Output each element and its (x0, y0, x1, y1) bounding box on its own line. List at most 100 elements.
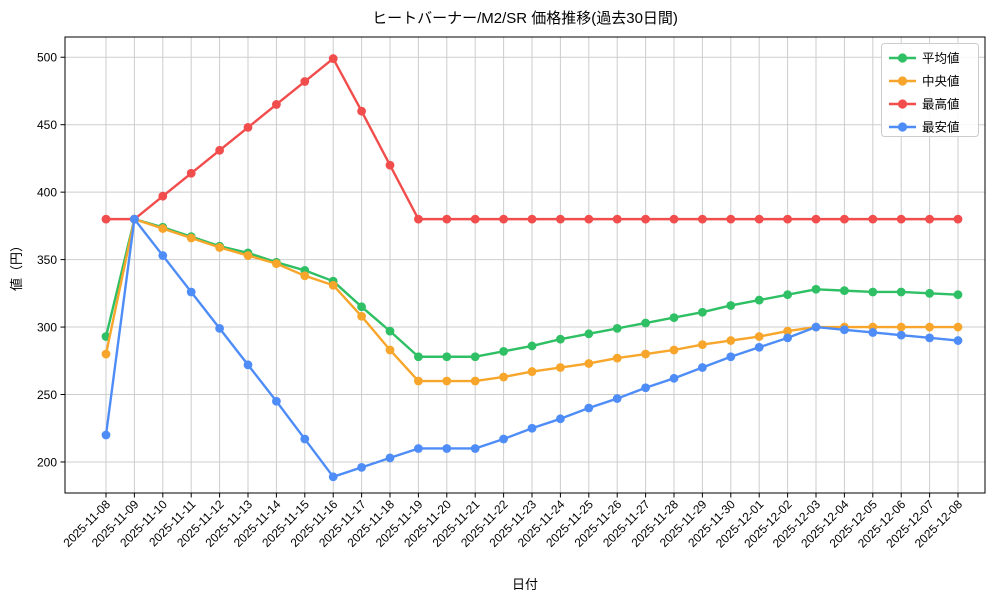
data-point-average (726, 301, 736, 310)
data-point-lowest (669, 373, 679, 383)
data-point-average (698, 307, 707, 317)
data-point-highest (698, 214, 707, 224)
data-point-average (385, 326, 395, 336)
chart-series (101, 54, 963, 482)
data-point-highest (158, 191, 168, 201)
y-tick-label: 500 (37, 51, 57, 65)
data-point-highest (783, 214, 792, 224)
data-point-lowest (328, 472, 338, 482)
data-point-lowest (300, 434, 310, 444)
data-point-highest (726, 214, 736, 224)
data-point-average (811, 284, 821, 294)
data-point-lowest (186, 287, 196, 297)
plot-border (64, 36, 986, 494)
data-point-median (499, 372, 508, 382)
data-point-average (754, 295, 764, 305)
data-point-highest (300, 77, 310, 86)
data-point-median (357, 311, 366, 321)
data-point-highest (612, 214, 622, 224)
data-point-lowest (385, 453, 395, 463)
chart-grid (65, 37, 985, 493)
data-point-lowest (130, 214, 139, 224)
y-tick-label: 450 (37, 118, 57, 132)
data-point-average (527, 341, 537, 351)
data-point-lowest (584, 403, 594, 413)
y-tick-labels: 200 250 300 350 400 450 500 (37, 51, 57, 470)
legend-marker (897, 122, 908, 132)
data-point-lowest (953, 336, 963, 345)
data-point-median (527, 367, 537, 376)
data-point-lowest (272, 396, 281, 406)
data-point-lowest (868, 328, 878, 337)
data-point-average (470, 352, 480, 362)
data-point-average (612, 324, 622, 333)
data-point-average (783, 290, 792, 300)
data-point-median (414, 376, 423, 386)
data-point-median (442, 376, 452, 386)
data-point-lowest (414, 444, 423, 453)
legend-label-median: 中央値 (922, 74, 960, 89)
data-point-median (328, 280, 338, 290)
data-point-highest (754, 214, 764, 224)
data-point-highest (499, 214, 508, 224)
data-point-median (584, 359, 594, 368)
data-point-lowest (641, 383, 650, 393)
data-point-median (300, 271, 310, 281)
legend-marker (897, 53, 908, 63)
data-point-highest (584, 214, 594, 224)
series-highest (101, 54, 963, 224)
data-point-median (754, 332, 764, 341)
data-point-average (840, 286, 849, 296)
legend-label-lowest: 最安値 (922, 120, 960, 135)
data-point-average (499, 346, 508, 356)
legend-box (881, 43, 979, 137)
y-tick-label: 400 (37, 186, 57, 200)
data-point-lowest (101, 430, 111, 440)
legend-label-average: 平均値 (922, 51, 960, 66)
data-point-lowest (527, 423, 537, 433)
data-point-lowest (215, 324, 225, 333)
data-point-lowest (783, 333, 792, 343)
y-tick-label: 350 (37, 253, 57, 267)
data-point-lowest (470, 444, 480, 453)
legend-item-average: 平均値 (889, 51, 960, 66)
data-point-highest (669, 214, 679, 224)
data-point-highest (896, 214, 906, 224)
data-point-lowest (556, 414, 565, 424)
data-point-highest (868, 214, 878, 224)
data-point-median (215, 243, 225, 252)
data-point-median (953, 322, 963, 332)
data-point-median (726, 336, 736, 345)
data-point-highest (357, 106, 366, 116)
data-point-lowest (840, 325, 849, 335)
data-point-highest (272, 100, 281, 109)
data-point-lowest (896, 330, 906, 340)
data-point-highest (953, 214, 963, 224)
y-tick-label: 300 (37, 321, 57, 335)
data-point-lowest (811, 322, 821, 332)
data-point-lowest (357, 462, 366, 472)
data-point-lowest (698, 363, 707, 372)
data-point-median (641, 349, 650, 359)
data-point-lowest (442, 444, 452, 453)
data-point-median (158, 224, 168, 233)
data-point-median (925, 322, 934, 332)
data-point-lowest (754, 342, 764, 352)
data-point-median (101, 349, 111, 359)
data-point-highest (215, 145, 225, 155)
data-point-average (868, 287, 878, 297)
data-point-lowest (243, 360, 253, 370)
data-point-lowest (726, 352, 736, 362)
data-point-average (925, 288, 934, 298)
data-point-average (896, 287, 906, 297)
x-axis-label: 日付 (512, 577, 538, 592)
data-point-highest (328, 54, 338, 63)
data-point-highest (101, 214, 111, 224)
data-point-median (186, 233, 196, 243)
legend-marker (897, 99, 908, 109)
data-point-average (442, 352, 452, 362)
data-point-median (612, 353, 622, 363)
legend-marker (897, 76, 908, 86)
